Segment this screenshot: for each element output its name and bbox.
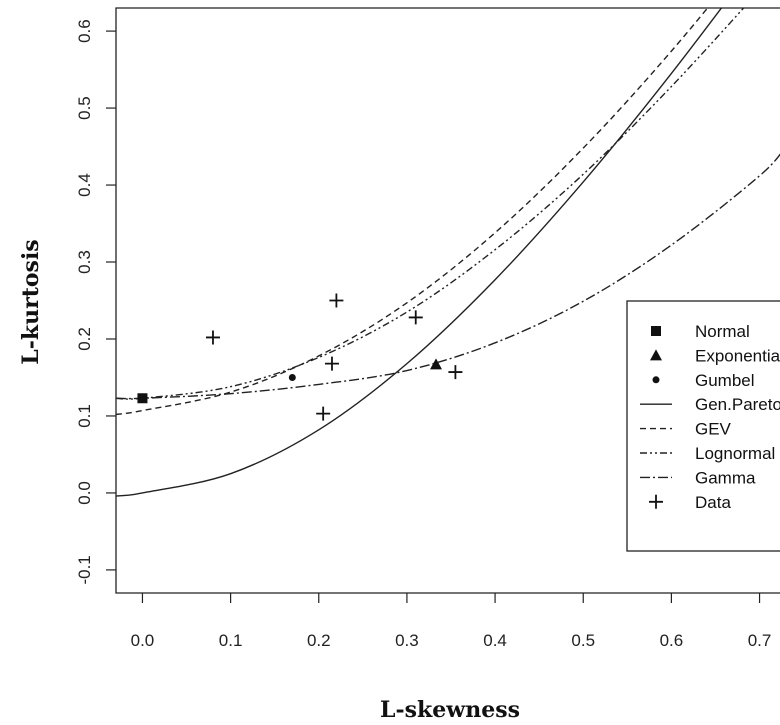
legend-label-gen-pareto: Gen.Pareto bbox=[695, 395, 780, 414]
y-tick-label: -0.1 bbox=[75, 555, 94, 584]
legend-label-lognormal: Lognormal bbox=[695, 444, 775, 463]
y-tick-label: 0.0 bbox=[75, 481, 94, 505]
y-tick-label: 0.2 bbox=[75, 327, 94, 351]
curve-gamma bbox=[116, 153, 780, 400]
x-tick-label: 0.0 bbox=[131, 631, 155, 650]
x-tick-label: 0.3 bbox=[395, 631, 419, 650]
y-tick-label: 0.1 bbox=[75, 404, 94, 428]
curve-lognormal bbox=[116, 8, 745, 400]
legend-label-gamma: Gamma bbox=[695, 468, 756, 487]
legend-box bbox=[626, 300, 780, 552]
point-exponential bbox=[430, 358, 443, 370]
plot-border bbox=[115, 7, 780, 594]
y-axis: -0.1 0.0 0.1 0.2 0.3 0.4 0.5 0.6 bbox=[75, 19, 116, 585]
plot-frame bbox=[115, 7, 780, 594]
x-tick-label: 0.7 bbox=[748, 631, 772, 650]
y-tick-label: 0.5 bbox=[75, 96, 94, 120]
x-tick-label: 0.5 bbox=[571, 631, 595, 650]
x-tick-label: 0.4 bbox=[483, 631, 507, 650]
point-data bbox=[448, 365, 463, 380]
legend: Normal Exponential Gumbel Gen.Pareto GEV Logn… bbox=[626, 300, 780, 552]
y-tick-label: 0.3 bbox=[75, 250, 94, 274]
y-axis-title: L-kurtosis bbox=[18, 239, 44, 364]
legend-label-normal: Normal bbox=[695, 322, 750, 341]
point-data bbox=[205, 330, 220, 345]
curve-gev bbox=[116, 8, 709, 416]
data-points bbox=[137, 293, 463, 421]
legend-label-exponential: Exponential bbox=[695, 346, 780, 365]
x-axis: 0.0 0.1 0.2 0.3 0.4 0.5 0.6 0.7 bbox=[131, 593, 772, 650]
reference-curves bbox=[116, 8, 780, 497]
legend-label-gumbel: Gumbel bbox=[695, 371, 755, 390]
point-data bbox=[324, 356, 339, 371]
point-normal bbox=[137, 393, 148, 404]
legend-symbol-normal bbox=[651, 326, 661, 336]
legend-symbol-gumbel bbox=[652, 376, 660, 384]
point-gumbel bbox=[288, 373, 296, 381]
point-data bbox=[329, 293, 344, 308]
point-data bbox=[408, 310, 423, 325]
legend-symbol-data bbox=[649, 494, 663, 509]
x-axis-title: L-skewness bbox=[380, 697, 520, 723]
legend-symbol-exponential bbox=[650, 349, 662, 361]
curve-gen-pareto bbox=[116, 8, 723, 497]
y-tick-label: 0.4 bbox=[75, 173, 94, 197]
x-tick-label: 0.1 bbox=[219, 631, 243, 650]
point-data bbox=[316, 406, 331, 421]
legend-label-gev: GEV bbox=[695, 420, 732, 439]
x-tick-label: 0.6 bbox=[660, 631, 684, 650]
legend-label-data: Data bbox=[695, 493, 731, 512]
y-tick-label: 0.6 bbox=[75, 19, 94, 43]
x-tick-label: 0.2 bbox=[307, 631, 331, 650]
